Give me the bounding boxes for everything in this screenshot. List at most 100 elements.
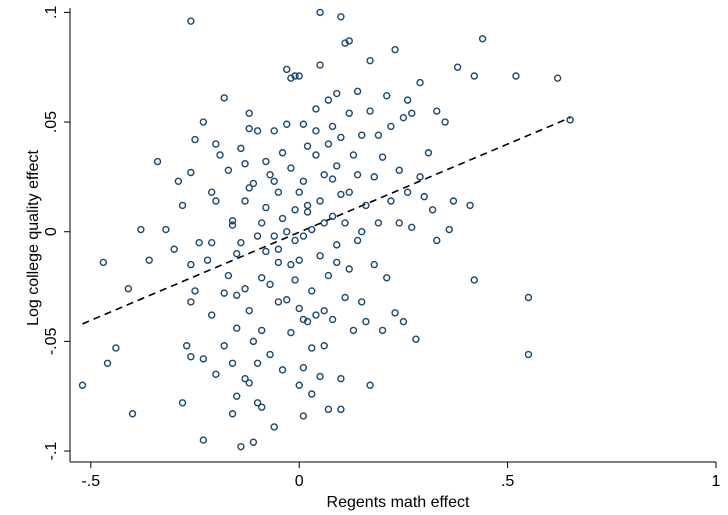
scatter-point [328, 122, 337, 131]
scatter-point [316, 252, 324, 260]
scatter-point [291, 236, 299, 245]
scatter-point [295, 304, 303, 313]
scatter-point [370, 173, 378, 181]
scatter-point [274, 298, 283, 306]
scatter-point [299, 232, 308, 240]
scatter-point [303, 317, 312, 326]
scatter-point [220, 289, 228, 297]
scatter-point [258, 403, 266, 411]
scatter-point [178, 399, 187, 407]
scatter-point [187, 17, 195, 25]
scatter-point [253, 232, 262, 240]
points-layer [78, 8, 574, 451]
y-tick-label: -.1 [43, 442, 60, 461]
scatter-point [291, 72, 299, 80]
scatter-point [153, 157, 162, 166]
y-axis-title: Log college quality effect [25, 150, 42, 326]
scatter-point [228, 410, 237, 418]
scatter-point [253, 359, 262, 367]
scatter-point [358, 131, 366, 139]
scatter-point [324, 140, 333, 148]
scatter-point [287, 328, 295, 337]
scatter-point [245, 306, 253, 315]
scatter-point [303, 208, 312, 216]
scatter-point [245, 109, 253, 117]
scatter-point [245, 124, 253, 133]
scatter-point [345, 37, 353, 45]
x-tick-label: 1 [712, 473, 721, 490]
scatter-point [266, 280, 274, 289]
scatter-point [470, 276, 478, 284]
scatter-point [187, 168, 195, 177]
scatter-point [408, 223, 416, 232]
scatter-point [249, 438, 258, 446]
scatter-point [328, 315, 337, 324]
scatter-point [253, 399, 262, 407]
scatter-point [295, 72, 303, 80]
scatter-point [299, 177, 308, 185]
scatter-point [207, 311, 216, 319]
axes-layer [69, 8, 716, 463]
scatter-point [333, 89, 341, 98]
scatter-point [199, 355, 208, 363]
scatter-point [328, 175, 337, 183]
scatter-point [433, 236, 441, 245]
scatter-point [320, 306, 328, 315]
scatter-point [362, 317, 370, 326]
scatter-point [283, 65, 291, 74]
scatter-point [333, 258, 341, 267]
scatter-point [428, 206, 437, 214]
scatter-point [320, 170, 328, 179]
scatter-point [187, 260, 195, 269]
x-tick-label: .5 [501, 473, 514, 490]
scatter-point [228, 221, 237, 229]
scatter-point [270, 127, 278, 135]
scatter-point [216, 151, 224, 159]
scatter-point [387, 197, 395, 205]
scatter-point [399, 317, 408, 326]
scatter-point [170, 245, 178, 253]
scatter-point [341, 293, 349, 302]
scatter-point [224, 166, 233, 175]
scatter-point [195, 238, 203, 247]
scatter-point [337, 405, 345, 414]
scatter-point [353, 236, 362, 245]
scatter-point [391, 309, 399, 317]
scatter-point [191, 135, 199, 144]
scatter-point [403, 96, 412, 104]
scatter-point [412, 335, 420, 343]
scatter-point [324, 96, 333, 104]
scatter-point [445, 225, 453, 234]
ticks-layer: -.5 0 .5 1 -.1 -.05 0 .05 .1 [43, 6, 721, 490]
scatter-point [308, 287, 316, 295]
scatter-point [262, 203, 270, 212]
scatter-point [266, 350, 274, 359]
scatter-point [341, 219, 349, 227]
scatter-point [299, 120, 308, 128]
scatter-point [416, 173, 424, 181]
scatter-point [233, 392, 241, 400]
scatter-point [237, 442, 245, 451]
scatter-point [220, 342, 228, 350]
scatter-point [241, 374, 249, 383]
y-tick-label: .1 [43, 6, 60, 19]
scatter-point [566, 116, 574, 124]
scatter-point [191, 287, 199, 295]
scatter-point [337, 190, 345, 199]
scatter-point [278, 149, 287, 157]
scatter-point [241, 160, 249, 168]
scatter-point [378, 153, 387, 161]
scatter-point [316, 61, 324, 69]
scatter-point [212, 140, 220, 148]
scatter-point [553, 74, 562, 82]
scatter-point [316, 197, 324, 205]
scatter-point [220, 94, 228, 102]
scatter-point [312, 127, 320, 135]
scatter-point [524, 293, 533, 302]
scatter-point [233, 291, 241, 300]
scatter-point [291, 276, 299, 284]
x-tick-label: 0 [295, 473, 304, 490]
scatter-point [199, 436, 208, 444]
scatter-point [287, 260, 295, 269]
